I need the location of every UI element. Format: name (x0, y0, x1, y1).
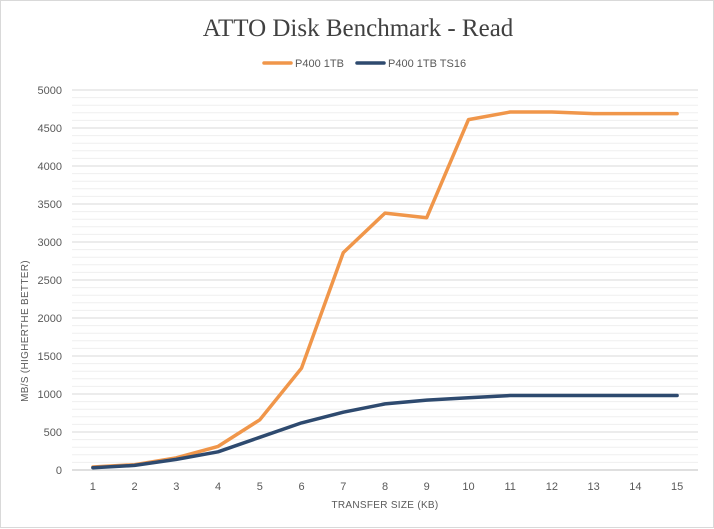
y-tick-label: 3000 (38, 237, 62, 249)
y-tick-label: 2500 (38, 275, 62, 287)
legend-label: P400 1TB (295, 58, 344, 70)
legend-label: P400 1TB TS16 (388, 58, 466, 70)
x-tick-label: 7 (340, 481, 346, 493)
x-tick-label: 14 (629, 481, 641, 493)
x-tick-label: 9 (424, 481, 430, 493)
y-axis-label: MB/S (HIGHERTHE BETTER) (20, 260, 31, 402)
y-tick-label: 2000 (38, 313, 62, 325)
gridlines (72, 89, 698, 463)
x-axis-label: TRANSFER SIZE (KB) (331, 500, 438, 511)
x-tick-label: 10 (462, 481, 474, 493)
series-lines (91, 110, 679, 470)
series-line-2 (91, 393, 679, 470)
legend: P400 1TB P400 1TB TS16 (262, 58, 466, 70)
x-tick-label: 2 (132, 481, 138, 493)
y-tick-label: 4500 (38, 123, 62, 135)
y-tick-label: 3500 (38, 199, 62, 211)
x-tick-label: 8 (382, 481, 388, 493)
x-tick-label: 3 (173, 481, 179, 493)
y-tick-label: 5000 (38, 85, 62, 97)
x-tick-label: 6 (298, 481, 304, 493)
x-tick-label: 11 (504, 481, 515, 493)
chart-title: ATTO Disk Benchmark - Read (203, 15, 514, 42)
y-axis-ticks: 0 500 1000 1500 2000 2500 3000 3500 4000 4500 5000 (38, 85, 62, 477)
x-tick-label: 13 (588, 481, 600, 493)
x-tick-label: 1 (90, 481, 96, 493)
y-tick-label: 1000 (38, 389, 62, 401)
y-tick-label: 500 (44, 427, 62, 439)
x-tick-label: 15 (671, 481, 683, 493)
x-axis-ticks: 1 2 3 4 5 6 7 8 9 10 11 12 13 14 15 (90, 481, 683, 493)
series-line-1 (91, 110, 679, 469)
y-tick-label: 4000 (38, 161, 62, 173)
x-tick-label: 4 (215, 481, 221, 493)
x-tick-label: 5 (257, 481, 263, 493)
x-tick-label: 12 (546, 481, 558, 493)
y-tick-label: 0 (56, 465, 62, 477)
y-tick-label: 1500 (38, 351, 62, 363)
